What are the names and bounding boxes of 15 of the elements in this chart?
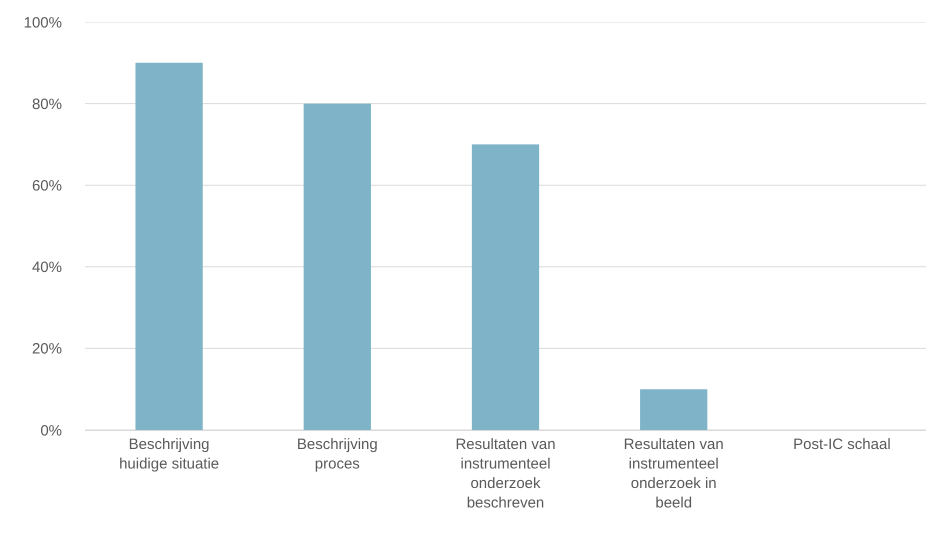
y-tick-label: 40% [32,259,62,276]
x-tick-label: Resultaten van instrumenteel onderzoek in beeld [624,436,724,512]
y-tick-label: 100% [24,14,62,32]
x-tick-label: Beschrijving proces [296,436,378,472]
bar [135,62,203,430]
bar [304,104,371,430]
y-tick-label: 80% [32,96,62,113]
y-tick-label: 60% [32,177,62,194]
bar [472,144,540,430]
y-tick-label: 20% [32,340,62,358]
y-tick-label: 0% [40,422,62,440]
x-tick-label: Post-IC schaal [793,436,891,453]
bar [640,389,708,430]
x-tick-label: Resultaten van instrumenteel onderzoek beschreven [455,436,556,512]
x-tick-label: Beschrijving huidige situatie [119,436,220,472]
